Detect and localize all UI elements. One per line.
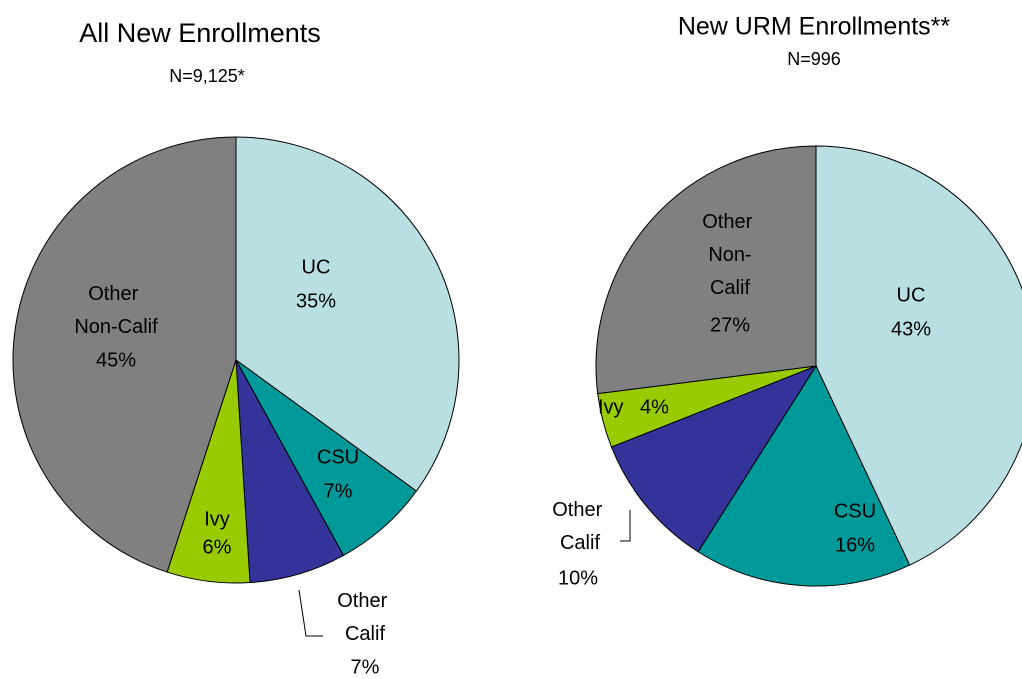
slice-label: Other Calif [552,499,608,554]
pie-slice [235,136,460,492]
value-label: 45% [96,349,136,371]
leader-line [620,510,631,542]
slice-label: UC [302,256,331,278]
pie-slice [610,364,818,553]
slice-label: Ivy [204,508,230,530]
value-label: 10% [558,567,598,589]
pie-slice [697,364,911,587]
label-line: Calif [345,623,385,645]
pie-slice [595,145,817,395]
label-line: Other [702,211,758,233]
value-label: 27% [710,314,750,336]
value-label: 16% [835,534,875,556]
value-label: 7% [324,480,353,502]
slice-label: Ivy [598,396,624,418]
slice-label: CSU [834,500,876,522]
value-label: 35% [296,290,336,312]
slice-label: UC [897,284,926,306]
leader-line [298,589,323,637]
chart-subtitle: N=996 [787,49,841,69]
slice-label: Other Non-Calif [74,283,158,338]
pie-slice [12,136,237,573]
value-label: 7% [351,656,380,678]
label-line: Other [88,283,144,305]
slice-label: CSU [317,446,359,468]
label-line: Other [337,590,393,612]
chart-subtitle: N=9,125* [169,66,245,86]
chart-title: All New Enrollments [79,18,321,48]
value-label: 43% [891,318,931,340]
label-line: Calif [560,532,600,554]
label-line: Calif [710,277,750,299]
slice-label: Other Non- Calif [702,211,758,299]
chart-title: New URM Enrollments** [678,13,951,41]
pie-slice [815,145,1022,566]
label-line: Non- [708,244,751,266]
value-label: 6% [203,536,232,558]
label-line: Non-Calif [74,316,158,338]
label-line: Other [552,499,608,521]
value-label: 4% [640,396,669,418]
slice-label: Other Calif [337,590,393,645]
